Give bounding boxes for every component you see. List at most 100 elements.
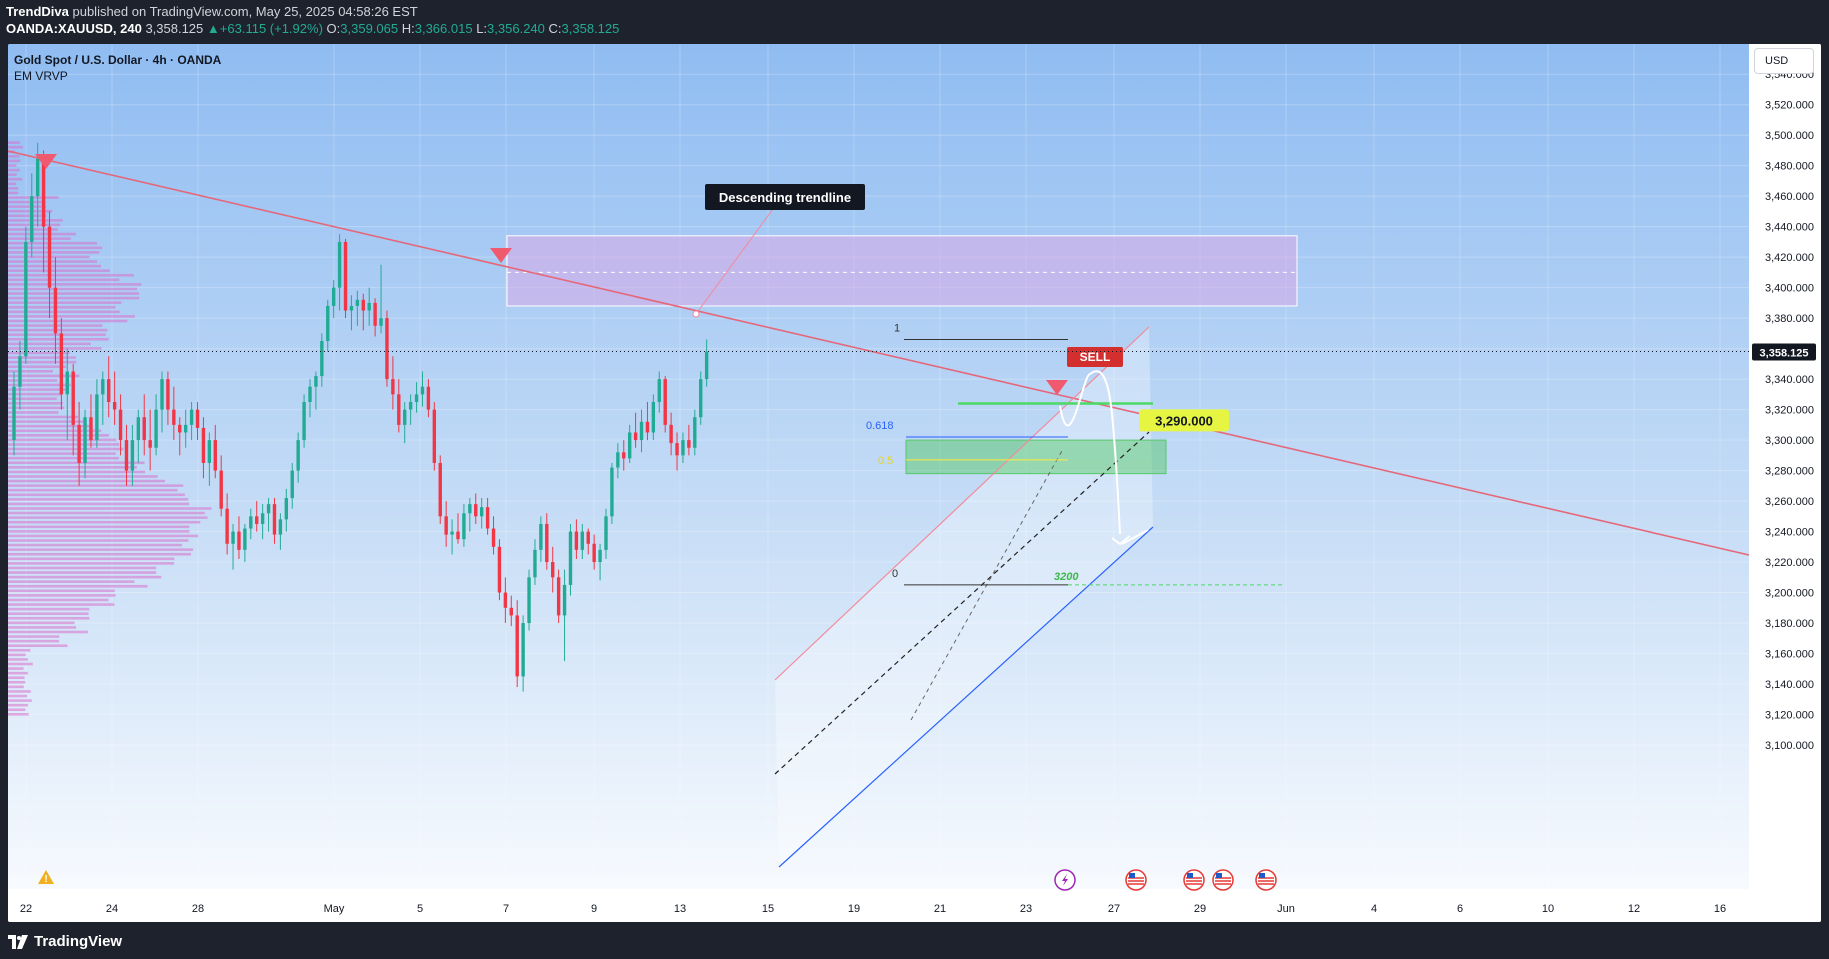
candle-up [521,623,525,677]
candle-down [438,462,442,517]
volume-bar [8,200,46,204]
candle-down [124,440,129,471]
symbol-line: OANDA:XAUUSD, 240 3,358.125 ▲+63.115 (+1… [6,21,619,36]
volume-bar [8,461,145,465]
price-tick-label: 3,380.000 [1765,313,1814,325]
price-tick-label: 3,520.000 [1765,100,1814,112]
last-value: 3,358.125 [145,21,204,36]
us-flag-event-icon [1212,869,1234,891]
volume-bar [8,525,190,529]
candle-down [497,546,502,593]
target-label-box [1139,409,1229,432]
candle-down [485,507,490,529]
time-axis-background [8,889,1749,922]
candle-up [568,531,573,585]
volume-bar [8,447,124,451]
candle-down [213,440,217,471]
candle-down [219,470,223,509]
change-value: +63.115 (+1.92%) [219,21,323,36]
price-axis-background [1749,44,1821,922]
candle-down [491,528,496,547]
volume-bar [8,369,53,373]
candle-down [71,371,75,425]
price-chart[interactable]: 1 0.618 0.5 0 3200 Descending trendline SELL 3,… [8,44,1821,922]
currency-button[interactable]: USD [1754,48,1814,74]
zones [506,235,1298,867]
candle-up [580,531,585,550]
candle-down [166,379,170,410]
legend-indicator[interactable]: EM VRVP [14,69,68,83]
volume-bar [8,351,70,355]
price-tick-label: 3,320.000 [1765,405,1814,417]
candle-up [302,401,306,441]
candle-up [12,386,16,441]
candle-down [225,508,229,544]
price-tick-label: 3,340.000 [1765,374,1814,386]
candle-down [172,409,176,425]
low-value: 3,356.240 [487,21,545,36]
descending-trendline [8,150,1750,556]
volume-bar [8,415,78,419]
candles [12,142,709,692]
volume-bar [8,507,212,510]
candle-up [408,401,413,410]
candle-up [527,577,531,624]
price-tick-label: 3,460.000 [1765,191,1814,203]
volume-bar [8,438,117,442]
candle-down [142,417,146,441]
volume-bar [8,187,19,190]
chart-frame[interactable]: 1 0.618 0.5 0 3200 Descending trendline SELL 3,… [8,44,1821,922]
price-tick-label: 3,160.000 [1765,649,1814,661]
callout-anchor [692,310,700,318]
candle-up [183,424,188,433]
volume-bar [8,703,29,707]
tradingview-logo[interactable]: TradingView [8,933,122,950]
target-label-text: 3,290.000 [1155,413,1213,428]
volume-bar [8,443,120,446]
lightning-glyph [1062,874,1068,886]
volume-bar [8,658,28,661]
tradingview-logo-icon [8,934,28,949]
candle-up [367,302,371,311]
volume-bar [8,434,109,437]
candle-down [89,417,93,441]
channel-midline [774,431,1150,775]
candle-up [207,440,212,463]
candle-up [320,341,324,377]
volume-bar [8,388,70,391]
volume-bar [8,653,26,657]
channel-upper-line [774,326,1150,681]
time-tick-label: 21 [934,903,946,915]
candle-up [136,417,141,441]
trendline-callout-box [705,184,865,210]
candle-up [331,287,336,306]
candle-down [432,409,437,463]
candle-up [130,440,135,471]
candle-down [237,531,241,550]
volume-bar [8,699,32,702]
drawings: 1 0.618 0.5 0 3200 Descending trendline SELL 3,… [8,150,1750,868]
volume-bar [8,429,102,433]
volume-bar [8,424,93,428]
candle-down [551,562,555,578]
time-tick-label: 7 [503,903,509,915]
candle-down [515,615,519,677]
last-price-tag [1752,343,1816,361]
volume-bar [8,667,24,670]
volume-bar [8,662,33,666]
volume-bar [8,273,134,277]
volume-bar [8,644,68,648]
candle-down [474,504,478,517]
candle-down [272,504,277,535]
volume-bar [8,616,90,620]
publisher-name[interactable]: TrendDiva [6,4,69,19]
candle-up [462,513,466,540]
price-tick-label: 3,480.000 [1765,161,1814,173]
volume-bar [8,466,137,469]
trendline-callout-text: Descending trendline [719,190,851,205]
candle-down [77,424,81,463]
candle-up [65,371,69,395]
volume-bar [8,589,115,593]
candle-up [284,498,289,520]
candle-up [83,417,87,463]
